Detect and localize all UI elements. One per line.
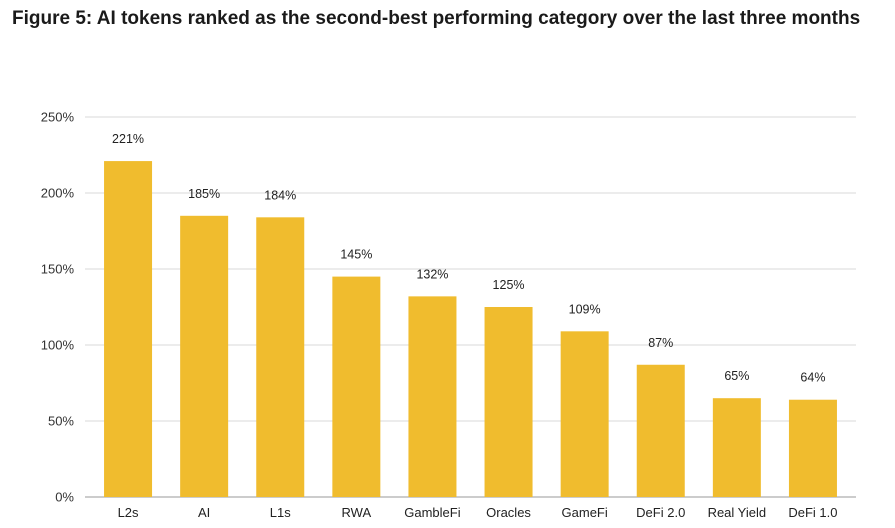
category-label: DeFi 2.0 (636, 505, 685, 520)
y-tick-label: 250% (41, 110, 75, 125)
bars (104, 161, 837, 498)
bar-rwa (332, 276, 381, 497)
data-label: 185% (188, 187, 220, 201)
data-label: 132% (416, 267, 448, 281)
category-label: Oracles (486, 505, 531, 520)
category-label: AI (198, 505, 210, 520)
x-axis-categories: L2s AI L1s RWA GambleFi Oracles GameFi DeFi 2.0… (118, 505, 838, 520)
category-label: L1s (270, 505, 291, 520)
bar-gamefi (560, 331, 609, 497)
data-label: 109% (569, 302, 601, 316)
data-label: 184% (264, 188, 296, 202)
y-tick-label: 200% (41, 186, 75, 201)
data-label: 64% (800, 371, 825, 385)
data-label: 221% (112, 132, 144, 146)
y-tick-label: 100% (41, 338, 75, 353)
data-label: 125% (493, 278, 525, 292)
y-tick-label: 50% (48, 414, 74, 429)
y-axis-ticks: 0% 50% 100% 150% 200% 250% (41, 110, 75, 505)
data-label: 145% (340, 248, 372, 262)
category-label: GameFi (562, 505, 608, 520)
data-label: 65% (724, 369, 749, 383)
category-label: L2s (118, 505, 139, 520)
data-label: 87% (648, 336, 673, 350)
bar-defi-2-0 (636, 364, 685, 497)
bar-ai (180, 215, 229, 498)
bar-oracles (484, 307, 533, 497)
bar-gamblefi (408, 296, 457, 497)
category-label: GambleFi (404, 505, 460, 520)
chart-title: Figure 5: AI tokens ranked as the second… (12, 8, 861, 29)
category-label: RWA (342, 505, 372, 520)
y-tick-label: 150% (41, 262, 75, 277)
bar-real-yield (712, 398, 761, 497)
category-label: Real Yield (708, 505, 767, 520)
category-label: DeFi 1.0 (788, 505, 837, 520)
bar-l1s (256, 217, 305, 497)
y-tick-label: 0% (55, 490, 74, 505)
bar-l2s (104, 161, 153, 497)
bar-defi-1-0 (788, 399, 837, 497)
data-labels: 221% 185% 184% 145% 132% 125% 109% 87% 65% 64% (112, 132, 825, 385)
